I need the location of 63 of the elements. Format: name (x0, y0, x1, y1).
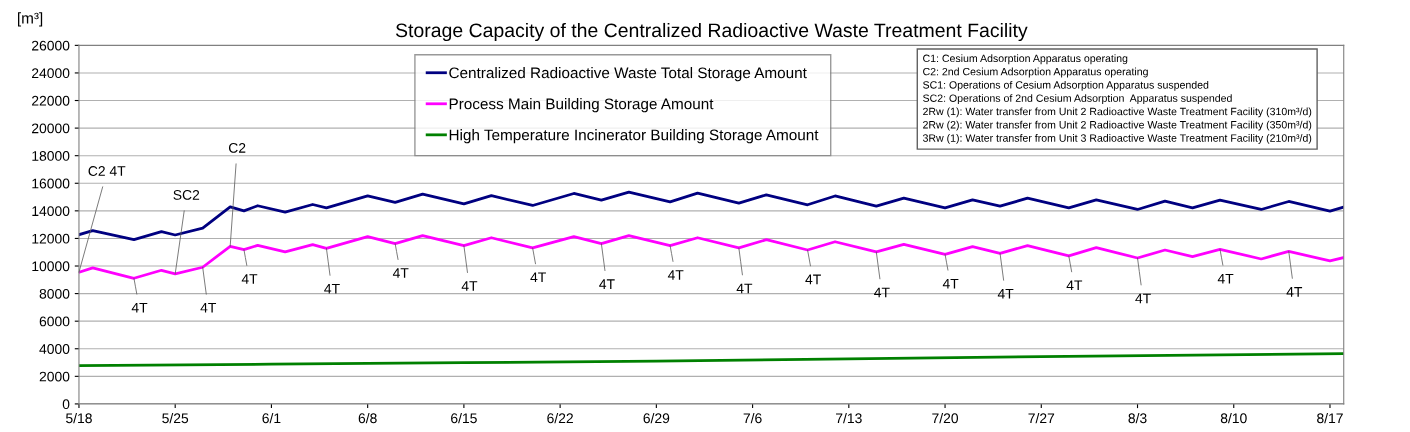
x-tick-label: 8/17 (1317, 412, 1343, 424)
x-tick-label: 7/6 (743, 412, 762, 424)
annotation: 4T (805, 274, 821, 285)
legend-label: Process Main Building Storage Amount (449, 98, 714, 113)
annotation: 4T (1135, 293, 1151, 304)
annotation: 3Rw (1): Water transfer from Unit 3 Radioactive Waste Treatment Facility (210m³/d) (922, 134, 1312, 144)
y-tick-label: 4000 (39, 344, 70, 354)
x-tick-label: 5/18 (66, 412, 92, 424)
annotation: 4T (1066, 280, 1083, 291)
x-tick-label: 6/29 (643, 412, 670, 424)
y-tick-label: 6000 (39, 316, 70, 327)
x-tick-label: 6/22 (547, 412, 573, 424)
y-tick-label: 12000 (32, 233, 70, 244)
x-tick-label: 5/25 (162, 412, 189, 424)
x-tick-label: 8/3 (1128, 412, 1147, 424)
y-tick-label: 24000 (32, 68, 70, 79)
annotation: 4T (599, 279, 615, 289)
annotation: 4T (1217, 273, 1234, 284)
annotation: SC2 (173, 189, 200, 200)
y-tick-label: 2000 (39, 371, 70, 382)
annotation: 4T (241, 274, 258, 284)
annotation: 2Rw (2): Water transfer from Unit 2 Radioactive Waste Treatment Facility (350m³/d) (923, 120, 1312, 131)
annotation: 4T (392, 268, 409, 278)
x-tick-label: 6/8 (358, 412, 377, 424)
annotation: 4T (667, 270, 684, 280)
y-tick-label: 10000 (32, 261, 70, 272)
annotation: 4T (324, 284, 340, 294)
annotation: 2Rw (1): Water transfer from Unit 2 Radioactive Waste Treatment Facility (310m³/d) (923, 107, 1312, 118)
legend-label: High Temperature Incinerator Building Storage Amount (449, 129, 819, 144)
annotation: C1: Cesium Adsorption Apparatus operating (923, 54, 1128, 65)
chart-title: Storage Capacity of the Centralized Radioactive Waste Treatment Facility (395, 22, 1028, 42)
annotation: C2: 2nd Cesium Adsorption Apparatus operating (923, 67, 1148, 78)
x-tick-label: 6/1 (262, 412, 281, 424)
y-tick-label: 16000 (32, 178, 70, 189)
x-tick-label: 6/15 (451, 412, 477, 424)
x-tick-label: 7/20 (932, 412, 959, 424)
annotation: 4T (461, 281, 478, 291)
x-tick-label: 8/10 (1220, 412, 1247, 424)
x-tick-label: 7/13 (836, 412, 862, 424)
y-tick-label: 20000 (32, 123, 70, 134)
annotation: 4T (874, 287, 890, 298)
legend-label: Centralized Radioactive Waste Total Storage Amount (449, 67, 807, 82)
annotation: 4T (1286, 287, 1303, 297)
annotation: C2 4T (88, 166, 126, 176)
annotation: 4T (942, 278, 959, 289)
y-tick-label: 8000 (39, 288, 70, 299)
annotation: C2 (228, 142, 246, 153)
y-tick-label: 22000 (32, 95, 70, 106)
annotation: 4T (530, 272, 546, 283)
annotation: SC2: Operations of 2nd Cesium Adsorption Apparatus suspended (923, 94, 1232, 105)
line-series (78, 352, 1344, 367)
annotation: 4T (131, 302, 148, 313)
annotation: 4T (200, 302, 217, 313)
annotation: 4T (997, 289, 1014, 299)
y-axis-title: [m³] (18, 12, 43, 27)
x-tick-label: 7/27 (1028, 412, 1055, 424)
line-series (78, 190, 1344, 242)
y-tick-label: 0 (62, 399, 70, 410)
y-tick-label: 26000 (32, 40, 70, 51)
y-tick-label: 14000 (32, 206, 70, 217)
annotation: 4T (736, 283, 753, 294)
y-tick-label: 18000 (32, 151, 70, 161)
annotation: SC1: Operations of Cesium Adsorption Apparatus suspended (923, 80, 1209, 91)
